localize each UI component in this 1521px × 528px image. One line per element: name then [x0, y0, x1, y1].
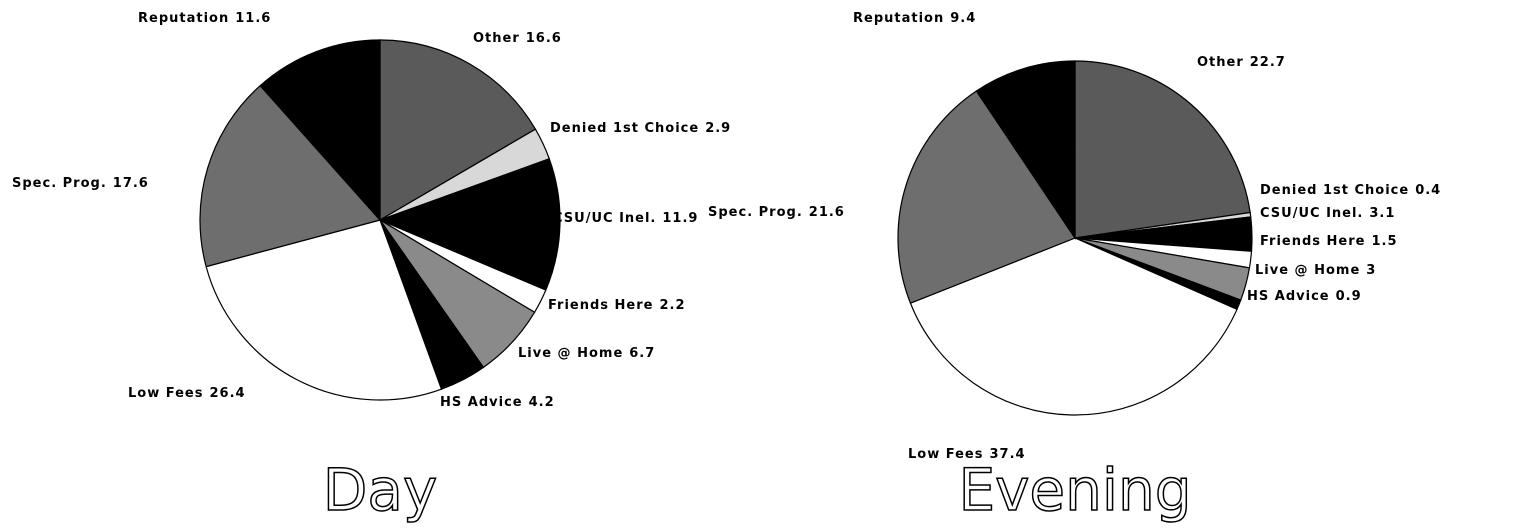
chart-title: Evening: [958, 456, 1191, 524]
slice-label: Low Fees 37.4: [908, 447, 1026, 462]
slice-label-name: Denied 1st Choice: [550, 121, 699, 136]
slice-label-value: 22.7: [1250, 55, 1286, 70]
slice-label-value: 3: [1366, 263, 1376, 278]
slice-label: Live @ Home 3: [1255, 263, 1376, 278]
slice-label: Reputation 11.6: [138, 11, 271, 26]
slice-label-value: 21.6: [809, 205, 845, 220]
slice-label-name: Reputation: [138, 11, 229, 26]
slice-label: Other 16.6: [473, 31, 562, 46]
pie-slice: [1074, 60, 1251, 239]
pie-slice: [975, 60, 1076, 240]
slice-label-value: 6.7: [629, 346, 655, 361]
slice-label-value: 26.4: [209, 386, 245, 401]
pie-slice: [909, 237, 1238, 416]
slice-label: HS Advice 0.9: [1247, 289, 1362, 304]
slice-label: Reputation 9.4: [853, 11, 976, 26]
slice-label-name: Spec. Prog.: [708, 205, 803, 220]
slice-label-value: 37.4: [989, 447, 1025, 462]
slice-label: Friends Here 2.2: [548, 298, 686, 313]
slice-label: HS Advice 4.2: [440, 395, 555, 410]
slice-label-name: Friends Here: [1260, 234, 1365, 249]
slice-label-name: Reputation: [853, 11, 944, 26]
slice-label: Live @ Home 6.7: [518, 346, 655, 361]
pie-slice: [199, 84, 382, 268]
slice-label-value: 11.9: [662, 211, 698, 226]
slice-label-name: Live @ Home: [1255, 263, 1360, 278]
slice-label-name: HS Advice: [440, 395, 523, 410]
slice-label: CSU/UC Inel. 11.9: [553, 211, 698, 226]
slice-label-value: 0.9: [1336, 289, 1362, 304]
pie-slice: [259, 39, 381, 222]
slice-label: Other 22.7: [1197, 55, 1286, 70]
slice-label-value: 0.4: [1415, 183, 1441, 198]
slice-label-name: Other: [1197, 55, 1244, 70]
slice-label-value: 16.6: [526, 31, 562, 46]
slice-label-value: 11.6: [235, 11, 271, 26]
slice-label-value: 17.6: [113, 176, 149, 191]
slice-label-name: Friends Here: [548, 298, 653, 313]
slice-label-value: 4.2: [529, 395, 555, 410]
pie-slice: [205, 219, 443, 401]
slice-label: Spec. Prog. 21.6: [708, 205, 845, 220]
slice-label-value: 3.1: [1369, 206, 1395, 221]
slice-label: CSU/UC Inel. 3.1: [1260, 206, 1395, 221]
slice-label: Denied 1st Choice 2.9: [550, 121, 731, 136]
slice-label: Spec. Prog. 17.6: [12, 176, 149, 191]
slice-label-name: Low Fees: [908, 447, 983, 462]
pie-slice: [379, 39, 537, 222]
slice-label-value: 9.4: [950, 11, 976, 26]
slice-label-name: Spec. Prog.: [12, 176, 107, 191]
slice-label-name: HS Advice: [1247, 289, 1330, 304]
pie-slice: [378, 158, 561, 291]
chart-title: Day: [323, 456, 438, 524]
slice-label-value: 1.5: [1371, 234, 1397, 249]
slice-label: Denied 1st Choice 0.4: [1260, 183, 1441, 198]
slice-label-value: 2.2: [659, 298, 685, 313]
slice-label: Low Fees 26.4: [128, 386, 246, 401]
slice-label-value: 2.9: [705, 121, 731, 136]
slice-label: Friends Here 1.5: [1260, 234, 1398, 249]
pie-slice: [897, 90, 1076, 304]
slice-label-name: CSU/UC Inel.: [1260, 206, 1363, 221]
slice-label-name: Denied 1st Choice: [1260, 183, 1409, 198]
slice-label-name: Live @ Home: [518, 346, 623, 361]
slice-label-name: CSU/UC Inel.: [553, 211, 656, 226]
slice-label-name: Low Fees: [128, 386, 203, 401]
slice-label-name: Other: [473, 31, 520, 46]
